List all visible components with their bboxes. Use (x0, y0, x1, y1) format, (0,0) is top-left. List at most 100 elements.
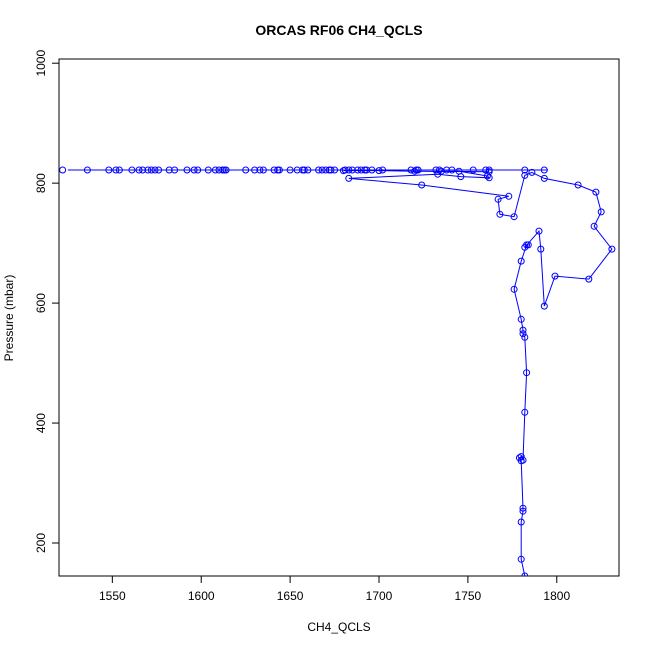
data-point (171, 166, 179, 174)
data-point (242, 166, 250, 174)
data-point (469, 166, 477, 174)
chart-title: ORCAS RF06 CH4_QCLS (255, 22, 422, 38)
data-point (414, 166, 422, 174)
data-point (375, 167, 383, 175)
data-point (521, 166, 529, 174)
data-point (363, 166, 371, 174)
x-axis: 1550 1600 1650 1700 1750 1800 (99, 576, 570, 603)
data-point (517, 315, 525, 323)
data-point (259, 166, 267, 174)
data-point (155, 166, 163, 174)
data-point (540, 174, 548, 182)
data-point (597, 208, 605, 216)
data-point (540, 302, 548, 310)
data-point (528, 168, 536, 176)
data-point (517, 453, 525, 461)
data-point (524, 241, 532, 249)
x-axis-label: CH4_QCLS (307, 620, 370, 634)
data-point (318, 166, 326, 174)
data-point (448, 166, 456, 174)
data-point (435, 166, 443, 174)
data-point (496, 210, 504, 218)
data-point (485, 166, 493, 174)
data-point (304, 166, 312, 174)
y-tick-label: 200 (34, 533, 48, 553)
y-axis-label: Pressure (mbar) (2, 275, 16, 362)
data-point (515, 454, 523, 462)
data-point (270, 166, 278, 174)
y-tick-label: 1000 (34, 50, 48, 77)
data-point (331, 166, 339, 174)
y-axis: 200 400 600 800 1000 (34, 50, 59, 553)
data-point (521, 333, 529, 341)
data-point (151, 166, 159, 174)
data-point (519, 330, 527, 338)
x-tick-label: 1650 (277, 589, 304, 603)
series-group (59, 166, 616, 576)
data-point (139, 166, 147, 174)
data-point (256, 166, 264, 174)
series-layer (59, 166, 616, 576)
data-point (345, 174, 353, 182)
data-point (348, 166, 356, 174)
y-tick-label: 400 (34, 413, 48, 433)
x-tick-label: 1800 (543, 589, 570, 603)
data-point (443, 166, 451, 174)
data-point (105, 166, 113, 174)
data-point (293, 166, 301, 174)
data-point (112, 166, 120, 174)
data-point (517, 555, 525, 563)
data-point (300, 166, 308, 174)
data-point (521, 408, 529, 416)
data-point (482, 166, 490, 174)
data-point (183, 166, 191, 174)
data-point (341, 166, 349, 174)
data-point (345, 166, 353, 174)
data-point (590, 222, 598, 230)
data-point (517, 518, 525, 526)
data-point (523, 369, 531, 377)
data-point (455, 167, 463, 175)
data-point (379, 166, 387, 174)
data-point (135, 166, 143, 174)
data-point (540, 166, 548, 174)
data-point (144, 166, 152, 174)
data-point (368, 166, 376, 174)
data-point (521, 572, 529, 576)
data-point (407, 166, 415, 174)
data-point (411, 167, 419, 175)
data-point (190, 166, 198, 174)
data-point (211, 166, 219, 174)
data-point (327, 166, 335, 174)
y-tick-label: 800 (34, 173, 48, 193)
data-point (519, 507, 527, 515)
x-tick-label: 1750 (455, 589, 482, 603)
x-tick-label: 1550 (99, 589, 126, 603)
data-point (510, 285, 518, 293)
data-point (418, 181, 426, 189)
x-tick-label: 1600 (188, 589, 215, 603)
data-point (286, 166, 294, 174)
data-point (115, 166, 123, 174)
plot-frame (58, 58, 620, 577)
data-point (357, 166, 365, 174)
data-point (222, 166, 230, 174)
data-point (215, 166, 223, 174)
data-point (521, 243, 529, 251)
data-point (165, 166, 173, 174)
data-point (354, 166, 362, 174)
series-line (343, 170, 613, 576)
data-point (432, 166, 440, 174)
data-point (194, 166, 202, 174)
data-point (510, 213, 518, 221)
data-point (505, 192, 513, 200)
data-point (322, 166, 330, 174)
data-point (59, 166, 67, 174)
x-tick-label: 1700 (366, 589, 393, 603)
data-point (519, 456, 527, 464)
data-point (128, 166, 136, 174)
data-point (275, 166, 283, 174)
data-point (537, 245, 545, 253)
data-point (147, 166, 155, 174)
